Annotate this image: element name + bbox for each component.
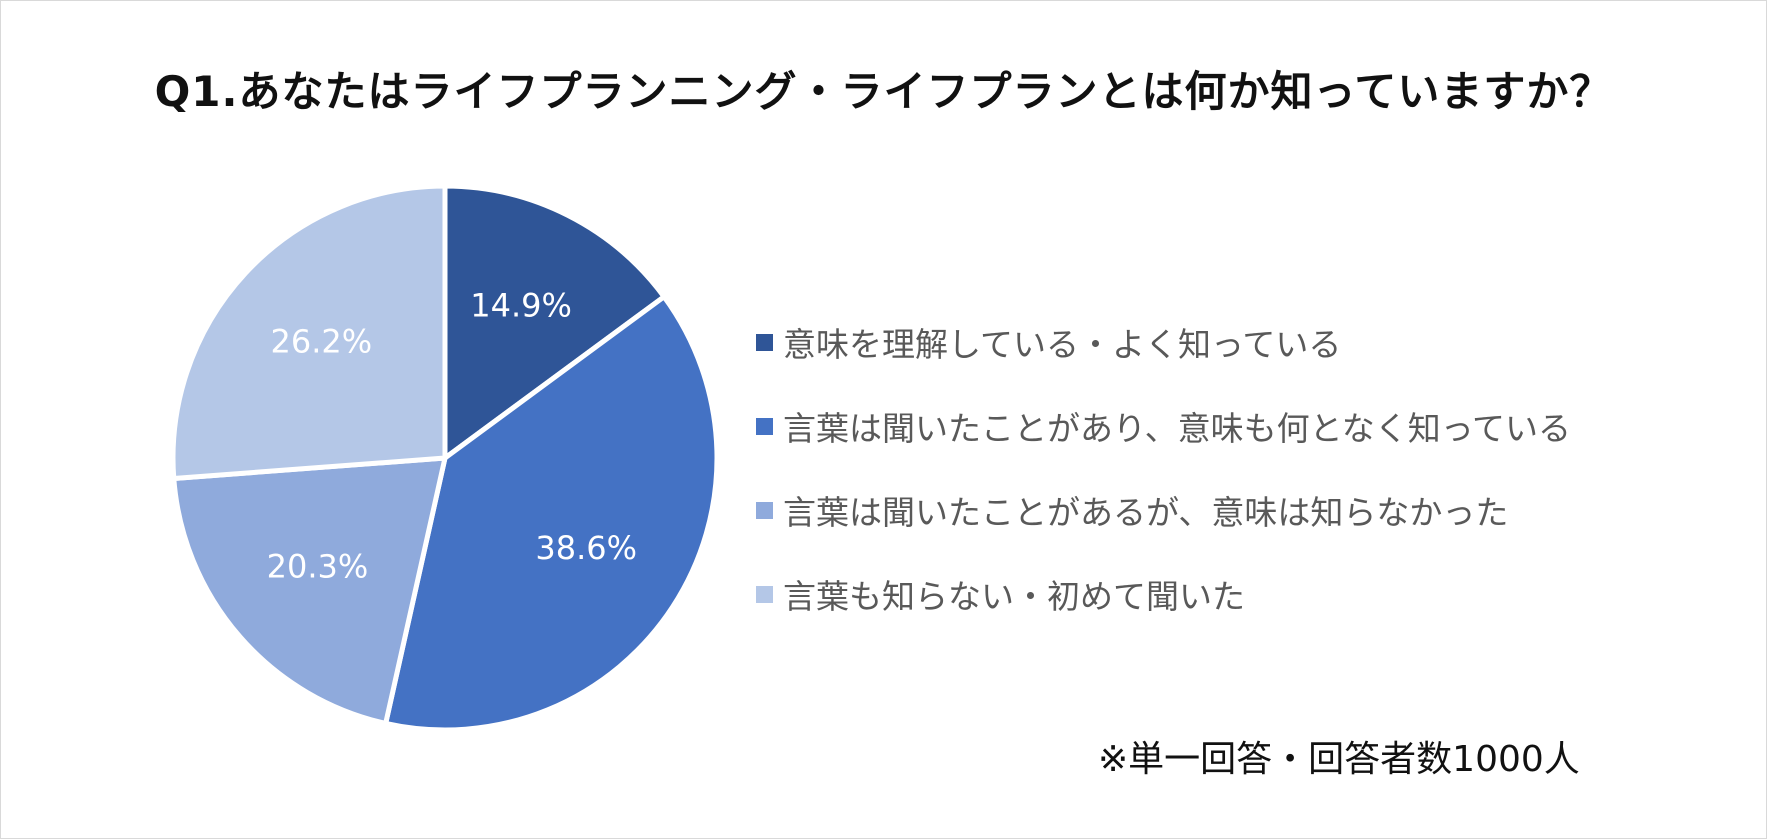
slice-data-label: 14.9%	[470, 287, 572, 325]
pie-slice	[170, 183, 448, 481]
legend-label: 言葉は聞いたことがあり、意味も何となく知っている	[783, 409, 1572, 448]
legend-item: 意味を理解している・よく知っている	[756, 300, 1571, 384]
footnote: ※単一回答・回答者数1000人	[1098, 739, 1580, 780]
pie-slice	[171, 455, 448, 726]
legend-swatch	[756, 585, 773, 603]
chart-title: Q1.あなたはライフプランニング・ライフプランとは何か知っていますか？	[154, 67, 1613, 116]
slice-data-label: 20.3%	[267, 547, 369, 585]
pie-slice	[383, 294, 720, 733]
legend-swatch	[756, 417, 773, 435]
chart-legend: 意味を理解している・よく知っている 言葉は聞いたことがあり、意味も何となく知って…	[756, 300, 1571, 636]
slice-data-label: 26.2%	[271, 322, 373, 360]
slice-data-label: 38.6%	[535, 529, 637, 567]
legend-label: 言葉も知らない・初めて聞いた	[783, 577, 1245, 616]
pie-slice	[442, 183, 667, 461]
legend-label: 意味を理解している・よく知っている	[783, 325, 1342, 364]
legend-item: 言葉も知らない・初めて聞いた	[756, 552, 1571, 636]
legend-item: 言葉は聞いたことがあり、意味も何となく知っている	[756, 384, 1571, 468]
legend-swatch	[756, 501, 773, 519]
legend-item: 言葉は聞いたことがあるが、意味は知らなかった	[756, 468, 1571, 552]
legend-swatch	[756, 333, 773, 351]
legend-label: 言葉は聞いたことがあるが、意味は知らなかった	[783, 493, 1509, 532]
